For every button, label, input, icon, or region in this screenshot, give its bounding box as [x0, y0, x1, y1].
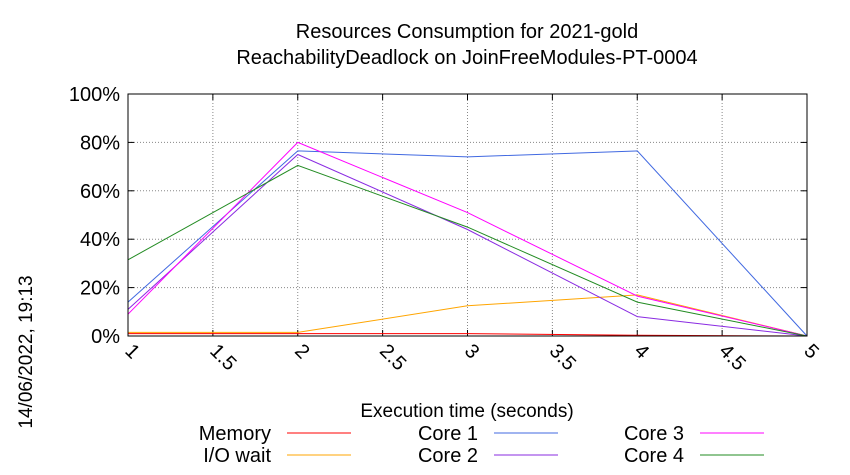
x-tick-label: 4.5 — [715, 340, 750, 375]
x-tick-label: 1.5 — [205, 340, 240, 375]
legend-label: Core 3 — [624, 423, 684, 445]
x-tick-label: 1 — [120, 340, 143, 363]
y-tick-label: 80% — [80, 132, 120, 154]
x-axis-label: Execution time (seconds) — [360, 401, 573, 422]
plot-border — [127, 93, 808, 337]
legend-label: Memory — [199, 423, 271, 445]
y-tick-label: 40% — [80, 229, 120, 251]
legend-label: Core 1 — [418, 423, 478, 445]
y-tick-label: 20% — [80, 278, 120, 300]
legend-label: I/O wait — [203, 445, 271, 467]
x-tick-label: 2.5 — [375, 340, 410, 375]
legend-label: Core 2 — [418, 445, 478, 467]
x-tick-label: 2 — [290, 340, 313, 363]
chart-title: Resources Consumption for 2021-gold — [296, 21, 638, 43]
x-tick-label: 4 — [630, 340, 653, 363]
x-tick-label: 5 — [799, 340, 822, 363]
x-tick-label: 3.5 — [545, 340, 580, 375]
series-line-core-4 — [127, 164, 808, 337]
x-tick-label: 3 — [460, 340, 483, 363]
series-group — [127, 141, 808, 337]
timestamp-label: 14/06/2022, 19:13 — [16, 275, 37, 428]
series-line-core-3 — [127, 141, 808, 337]
y-tick-label: 60% — [80, 181, 120, 203]
y-tick-label: 0% — [91, 326, 120, 348]
y-tick-label: 100% — [69, 84, 120, 106]
chart-subtitle: ReachabilityDeadlock on JoinFreeModules-… — [236, 47, 697, 69]
series-line-core-1 — [127, 150, 808, 337]
legend-label: Core 4 — [624, 445, 684, 467]
grid — [127, 93, 808, 337]
series-line-core-2 — [127, 153, 808, 337]
series-line-i-o-wait — [128, 294, 808, 337]
